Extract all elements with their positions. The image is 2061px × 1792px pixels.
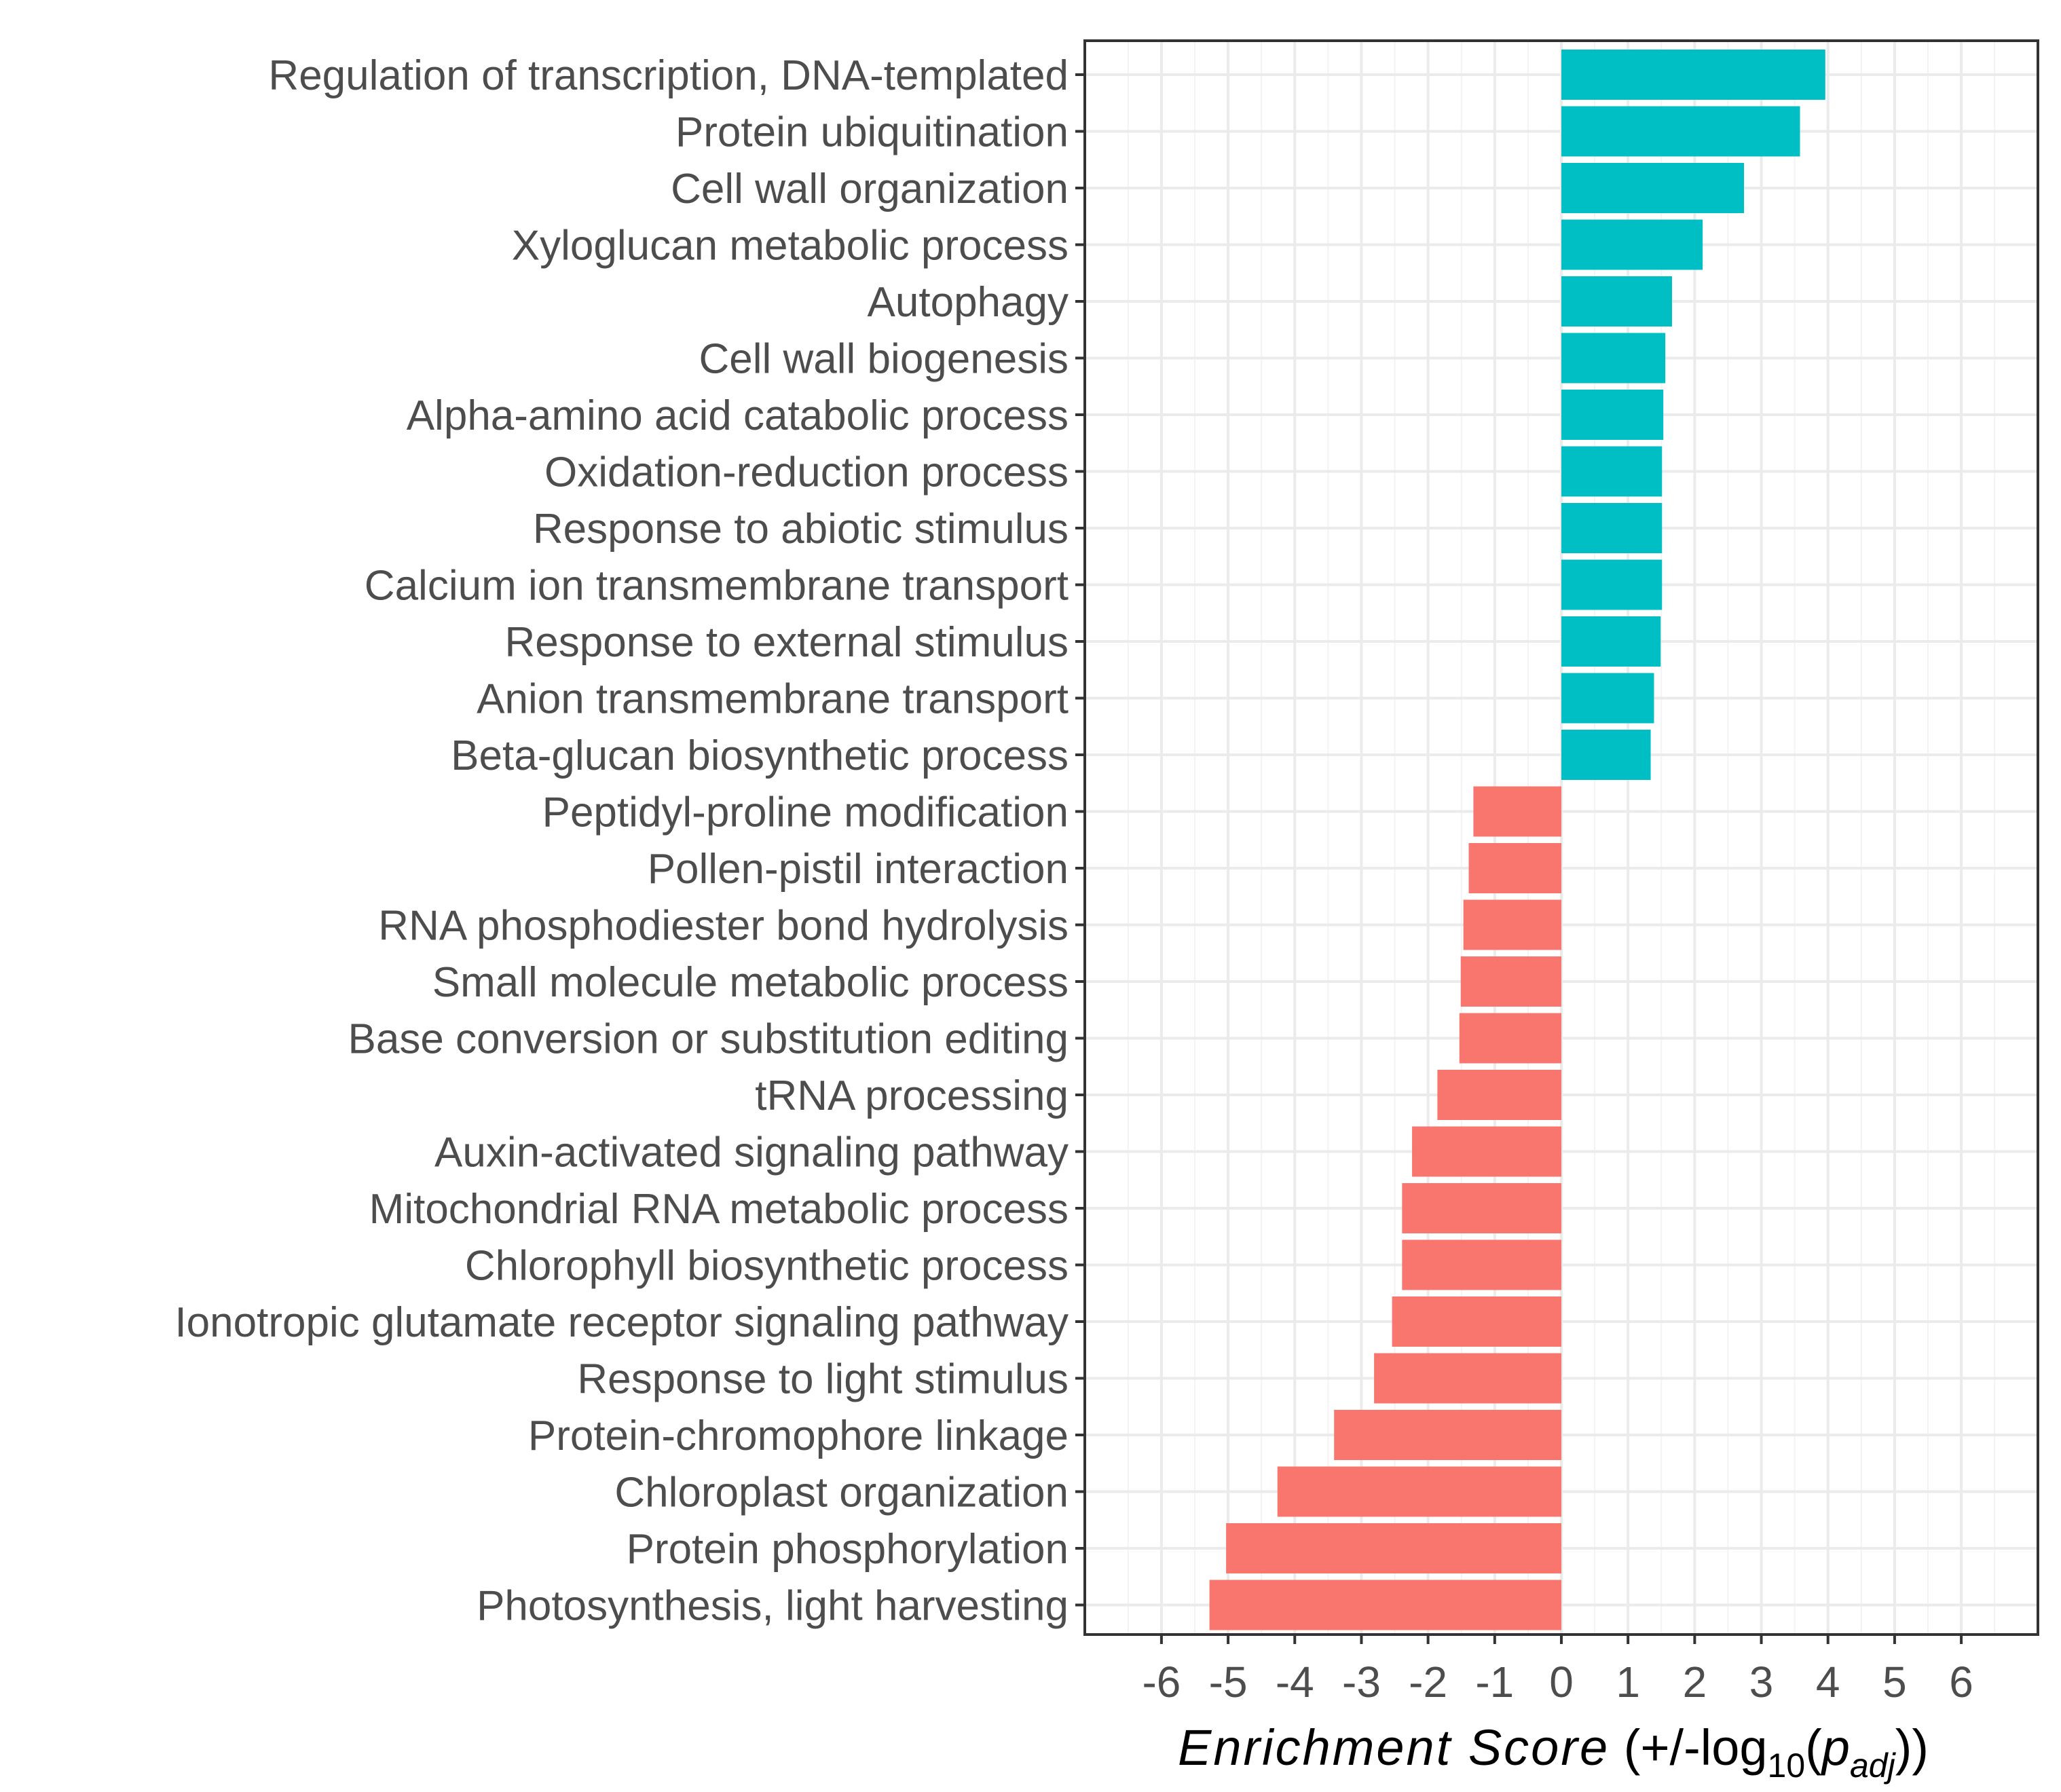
bar [1463, 899, 1561, 950]
bar [1561, 106, 1800, 157]
y-tick-label: Autophagy [868, 279, 1069, 326]
x-tick-label: -2 [1409, 1658, 1447, 1706]
x-tick-label: -5 [1209, 1658, 1248, 1706]
y-tick-label: Mitochondrial RNA metabolic process [369, 1186, 1069, 1233]
y-tick-label: Calcium ion transmembrane transport [365, 563, 1069, 610]
y-tick-label: Ionotropic glutamate receptor signaling … [174, 1299, 1069, 1346]
x-tick-label: 4 [1816, 1658, 1840, 1706]
y-tick-label: Response to external stimulus [504, 619, 1069, 666]
bar [1402, 1239, 1561, 1290]
bar [1209, 1580, 1561, 1630]
y-tick-label: Response to light stimulus [577, 1356, 1069, 1403]
bar [1561, 446, 1663, 497]
y-tick-label: Alpha-amino acid catabolic process [407, 392, 1069, 439]
y-tick-label: RNA phosphodiester bond hydrolysis [378, 903, 1069, 950]
y-axis: Regulation of transcription, DNA-templat… [174, 52, 1085, 1630]
x-tick-label: -1 [1475, 1658, 1514, 1706]
bar [1561, 730, 1651, 780]
x-tick-label: 2 [1683, 1658, 1707, 1706]
x-tick-label: 6 [1949, 1658, 1973, 1706]
bar [1459, 1013, 1561, 1064]
bar [1561, 616, 1661, 667]
y-tick-label: Photosynthesis, light harvesting [477, 1583, 1069, 1630]
bar [1561, 333, 1666, 384]
y-tick-label: Xyloglucan metabolic process [512, 223, 1069, 269]
bar [1561, 50, 1825, 100]
bar [1561, 276, 1672, 326]
y-tick-label: Auxin-activated signaling pathway [434, 1130, 1069, 1176]
y-tick-label: Small molecule metabolic process [432, 959, 1069, 1006]
bar [1412, 1126, 1561, 1177]
y-tick-label: tRNA processing [755, 1072, 1069, 1119]
x-tick-label: 1 [1616, 1658, 1640, 1706]
bars [1209, 50, 1825, 1630]
y-tick-label: Response to abiotic stimulus [533, 506, 1069, 553]
bar [1561, 163, 1745, 213]
y-tick-label: Regulation of transcription, DNA-templat… [268, 52, 1069, 99]
x-tick-label: 0 [1549, 1658, 1574, 1706]
bar [1226, 1523, 1561, 1573]
y-tick-label: Cell wall biogenesis [699, 336, 1069, 383]
x-tick-label: -4 [1276, 1658, 1314, 1706]
x-axis-title: Enrichment Score (+/-log10(padj)) [1178, 1719, 1929, 1785]
x-tick-label: -6 [1142, 1658, 1181, 1706]
bar [1473, 786, 1561, 837]
x-tick-label: -3 [1342, 1658, 1381, 1706]
bar [1392, 1296, 1561, 1347]
y-tick-label: Protein-chromophore linkage [528, 1413, 1069, 1459]
bar [1460, 956, 1561, 1007]
x-tick-label: 5 [1882, 1658, 1907, 1706]
bar [1437, 1070, 1561, 1120]
y-tick-label: Protein ubiquitination [675, 109, 1069, 156]
bar [1561, 503, 1663, 553]
y-tick-label: Beta-glucan biosynthetic process [451, 732, 1069, 779]
bar [1561, 219, 1703, 270]
bar [1277, 1466, 1561, 1517]
y-tick-label: Protein phosphorylation [627, 1526, 1069, 1573]
y-tick-label: Anion transmembrane transport [477, 676, 1069, 723]
bar [1468, 843, 1561, 893]
y-tick-label: Pollen-pistil interaction [648, 846, 1069, 893]
y-tick-label: Peptidyl-proline modification [542, 789, 1069, 836]
bar [1561, 673, 1654, 724]
bar [1561, 559, 1663, 610]
bar [1374, 1353, 1561, 1404]
y-tick-label: Oxidation-reduction process [544, 449, 1069, 496]
y-tick-label: Cell wall organization [671, 166, 1069, 212]
x-tick-label: 3 [1749, 1658, 1774, 1706]
x-axis: -6 -5 -4 -3 -2 -1 0 1 2 3 4 5 6 [1142, 1635, 1973, 1706]
bar [1402, 1183, 1561, 1233]
y-tick-label: Chloroplast organization [614, 1470, 1069, 1516]
bar [1561, 390, 1664, 440]
y-tick-label: Base conversion or substitution editing [348, 1016, 1069, 1063]
bar [1334, 1410, 1561, 1460]
y-tick-label: Chlorophyll biosynthetic process [465, 1243, 1069, 1290]
